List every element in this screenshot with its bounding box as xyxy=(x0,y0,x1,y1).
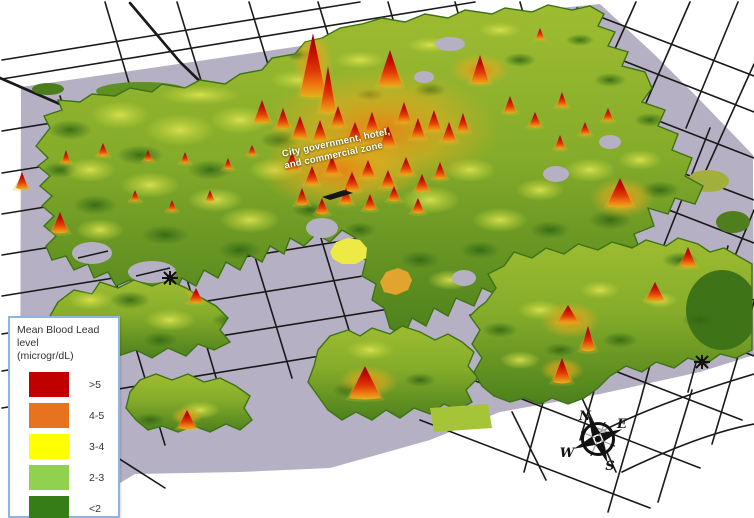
flat-green-patch xyxy=(716,211,750,233)
legend-swatch-4-5 xyxy=(29,403,69,429)
compass-east-label: E xyxy=(616,417,628,432)
interchange-stars xyxy=(162,271,710,369)
compass-rose: N E S W xyxy=(560,409,628,474)
legend-swatch-2-3 xyxy=(29,465,69,491)
legend-items: >5 4-5 3-4 2-3 <2 xyxy=(17,369,118,518)
flat-orange-patch xyxy=(380,268,412,295)
legend-swatch-gt5 xyxy=(29,372,69,398)
legend-item: 4-5 xyxy=(17,400,118,431)
compass-south-label: S xyxy=(605,459,614,474)
landmark-mark xyxy=(322,190,353,200)
roads-curved xyxy=(117,373,754,489)
legend: Mean Blood Lead level (microgr/dL) >5 4-… xyxy=(8,316,120,518)
lead-peaks xyxy=(12,28,700,432)
legend-item: 3-4 xyxy=(17,431,118,462)
flat-green-patch xyxy=(32,83,64,95)
legend-label-4-5: 4-5 xyxy=(89,409,105,422)
legend-label-gt5: >5 xyxy=(89,378,101,391)
legend-title: Mean Blood Lead level xyxy=(17,324,100,350)
legend-label-2-3: 2-3 xyxy=(89,471,105,484)
legend-item: >5 xyxy=(17,369,118,400)
legend-item: <2 xyxy=(17,493,118,518)
legend-label-3-4: 3-4 xyxy=(89,440,105,453)
legend-subtitle: (microgr/dL) xyxy=(17,350,74,363)
roads-in-holes xyxy=(77,250,171,277)
flat-yellow-patch xyxy=(330,238,367,264)
compass-north-label: N xyxy=(578,409,592,424)
flat-yellowgreen-patch xyxy=(430,404,492,432)
legend-swatch-3-4 xyxy=(29,434,69,460)
surface-holes xyxy=(72,37,621,286)
legend-swatch-lt2 xyxy=(29,496,69,518)
compass-west-label: W xyxy=(560,446,576,461)
legend-label-lt2: <2 xyxy=(89,502,101,515)
legend-item: 2-3 xyxy=(17,462,118,493)
flat-level-patches xyxy=(330,238,492,432)
